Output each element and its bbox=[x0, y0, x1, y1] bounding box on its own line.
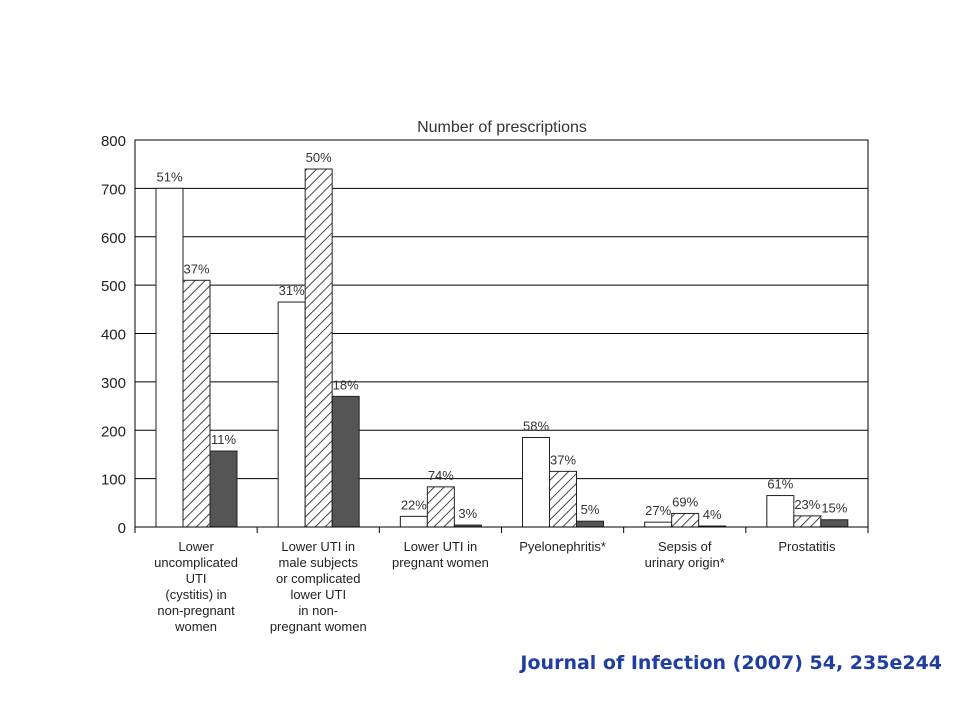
data-label: 18% bbox=[333, 377, 359, 392]
x-category-label: lower UTI bbox=[290, 587, 346, 602]
data-label: 31% bbox=[279, 283, 305, 298]
data-label: 58% bbox=[523, 419, 549, 434]
x-category-label: UTI bbox=[186, 571, 207, 586]
data-label: 69% bbox=[672, 494, 698, 509]
data-label: 15% bbox=[821, 501, 847, 516]
y-tick-label: 400 bbox=[101, 327, 126, 344]
bar-series1-2 bbox=[399, 515, 428, 528]
bar-series2-2 bbox=[426, 486, 455, 528]
data-label: 22% bbox=[401, 497, 427, 512]
x-category-label: non-pregnant bbox=[157, 603, 235, 618]
data-label: 74% bbox=[428, 468, 454, 483]
data-label: 3% bbox=[458, 506, 477, 521]
x-category-label: urinary origin* bbox=[645, 555, 725, 570]
data-label: 5% bbox=[581, 502, 600, 517]
data-label: 23% bbox=[794, 497, 820, 512]
y-tick-label: 500 bbox=[101, 278, 126, 295]
x-category-label: Lower UTI in bbox=[404, 539, 478, 554]
x-category-label: pregnant women bbox=[270, 619, 367, 634]
y-tick-label: 200 bbox=[101, 423, 126, 440]
bar-series1-5 bbox=[766, 495, 795, 528]
bar-series2-1 bbox=[304, 168, 333, 528]
y-tick-label: 600 bbox=[101, 230, 126, 247]
data-label: 4% bbox=[703, 507, 722, 522]
x-category-label: Sepsis of bbox=[658, 539, 712, 554]
y-tick-label: 100 bbox=[101, 472, 126, 489]
x-category-label: male subjects bbox=[279, 555, 359, 570]
x-category-label: Prostatitis bbox=[778, 539, 836, 554]
y-tick-label: 0 bbox=[118, 520, 126, 537]
bar-series3-3 bbox=[576, 520, 604, 528]
data-label: 50% bbox=[306, 150, 332, 165]
x-category-label: uncomplicated bbox=[154, 555, 238, 570]
data-label: 51% bbox=[156, 169, 182, 184]
citation: Journal of Infection (2007) 54, 235e244 bbox=[520, 652, 942, 674]
bar-series1-4 bbox=[644, 521, 673, 528]
bar-series2-0 bbox=[182, 279, 211, 528]
x-category-label: (cystitis) in bbox=[165, 587, 226, 602]
data-label: 37% bbox=[550, 452, 576, 467]
bar-series2-4 bbox=[671, 512, 700, 528]
x-category-label: women bbox=[174, 619, 217, 634]
bar-series1-0 bbox=[155, 187, 184, 528]
y-tick-label: 800 bbox=[101, 133, 126, 150]
bar-series1-1 bbox=[277, 301, 306, 528]
bar-series2-3 bbox=[549, 470, 577, 528]
y-tick-label: 700 bbox=[101, 181, 126, 198]
x-category-label: Pyelonephritis* bbox=[519, 539, 606, 554]
x-category-label: pregnant women bbox=[392, 555, 489, 570]
x-category-label: Lower bbox=[178, 539, 214, 554]
bar-series2-5 bbox=[793, 515, 822, 528]
bar-series3-0 bbox=[209, 450, 238, 528]
data-label: 37% bbox=[183, 261, 209, 276]
bar-series1-3 bbox=[522, 437, 550, 528]
data-label: 11% bbox=[211, 432, 236, 447]
x-category-label: Lower UTI in bbox=[281, 539, 355, 554]
bar-series3-1 bbox=[331, 395, 360, 528]
y-tick-label: 300 bbox=[101, 375, 126, 392]
x-category-label: in non- bbox=[298, 603, 338, 618]
bar-series3-5 bbox=[820, 519, 849, 528]
x-category-label: or complicated bbox=[276, 571, 361, 586]
data-label: 27% bbox=[645, 503, 671, 518]
chart-title: Number of prescriptions bbox=[417, 119, 587, 136]
data-label: 61% bbox=[767, 477, 793, 492]
